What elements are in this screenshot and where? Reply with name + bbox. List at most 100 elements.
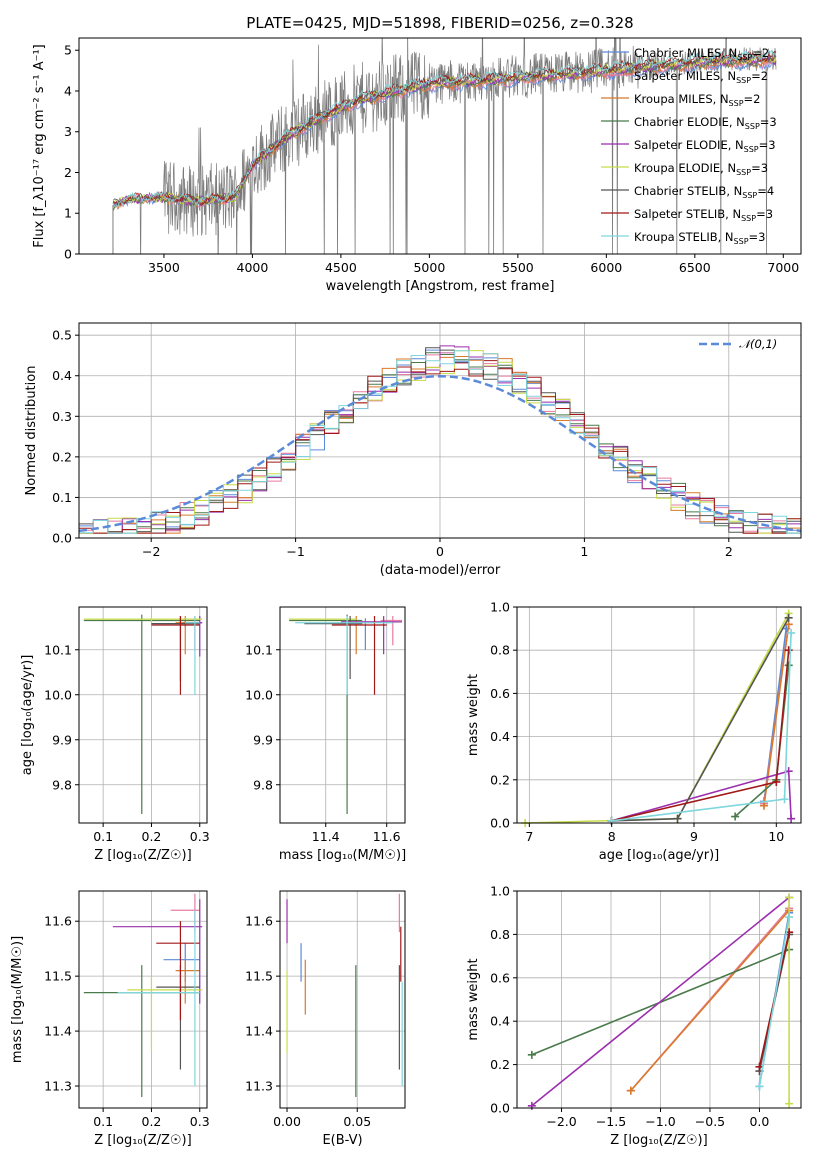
panel-age-vs-Z: 0.1 0.2 0.3 9.8 9.9 10.0 10.1 Z [log₁₀(Z/Z☉)] ag…	[20, 606, 210, 863]
legend-label-sub: SSP	[742, 191, 757, 200]
y-tick-label: 0.3	[52, 409, 72, 424]
series-line-kroupa_stelib	[758, 916, 790, 1087]
y-tick-label: 1.0	[490, 600, 510, 615]
legend-label-sub: SSP	[744, 145, 759, 154]
y-tick-label: 10.0	[245, 687, 273, 702]
plot-area	[527, 893, 794, 1110]
x-tick-label: 0.1	[93, 829, 113, 844]
x-tick-label: 0.3	[190, 1114, 210, 1129]
x-tick-label: 0.2	[142, 829, 162, 844]
axes-frame	[279, 890, 406, 1109]
legend-label: Kroupa STELIB, NSSP=3	[634, 230, 765, 246]
y-tick-label: 11.3	[44, 1079, 72, 1094]
errorbar-kroupa_stelib	[185, 616, 200, 695]
y-tick-label: 0.0	[490, 1101, 510, 1116]
y-tick-label: 0.2	[52, 449, 72, 464]
legend-label-text: Salpeter MILES, N	[634, 69, 736, 83]
legend-label: Chabrier ELODIE, NSSP=3	[634, 115, 777, 131]
errorbar-kroupa_elodie	[83, 616, 203, 623]
legend-label-text: Chabrier STELIB, N	[634, 184, 742, 198]
panel-mass-vs-ebv: 0.00 0.05 11.3 11.4 11.5 11.6 E(B-V)	[245, 890, 406, 1148]
series-marker-salpeter_stelib	[784, 646, 793, 655]
x-tick-label: 10	[768, 829, 784, 844]
legend-label-tail: =3	[749, 230, 766, 244]
y-tick-label: 9.8	[253, 777, 273, 792]
model-spectrum-salpeter_stelib	[113, 50, 777, 206]
series-marker-kroupa_elodie	[785, 893, 794, 902]
legend-label-tail: =2	[744, 92, 761, 106]
series-marker-kroupa_stelib	[780, 795, 789, 804]
errorbar-kroupa_stelib	[295, 616, 393, 695]
errorbar-kroupa_miles	[175, 616, 200, 655]
plot-area	[286, 893, 403, 1098]
figure-title: PLATE=0425, MJD=51898, FIBERID=0256, z=0…	[246, 14, 633, 32]
errorbar-chabrier_stelib	[156, 965, 200, 1070]
legend-label-tail: =3	[756, 207, 773, 221]
legend-label-sub: SSP	[737, 53, 752, 62]
errorbar-salpeter_elodie	[112, 899, 203, 1004]
series-marker-kroupa_elodie	[785, 1099, 794, 1108]
panel-residuals: −2 −1 0 1 2 0.0 0.1 0.2 0.3 0.4 0.5 (data-model)/er…	[24, 322, 802, 578]
legend-label-tail: =4	[757, 184, 774, 198]
y-tick-label: 11.6	[44, 914, 72, 929]
series-line-salpeter_elodie	[531, 896, 790, 1107]
data-spectrum-line	[112, 38, 777, 254]
x-axis-label: mass [log₁₀(M/M☉)]	[279, 848, 406, 863]
x-tick-label: 9	[690, 829, 698, 844]
y-tick-label: 0.4	[52, 368, 72, 383]
legend-label-tail: =2	[751, 69, 768, 83]
axes-frame	[78, 890, 208, 1109]
y-tick-label: 1.0	[490, 884, 510, 899]
legend-label-text: Kroupa ELODIE, N	[634, 161, 736, 175]
model-spectrum-kroupa_stelib	[113, 49, 777, 209]
x-tick-label: 6500	[679, 260, 711, 275]
legend-label-text: Salpeter STELIB, N	[634, 207, 741, 221]
y-tick-label: 0.0	[490, 816, 510, 831]
x-axis-label: Z [log₁₀(Z/Z☉)]	[94, 1133, 191, 1148]
legend-label: Salpeter ELODIE, NSSP=3	[634, 138, 776, 154]
y-tick-label: 9.8	[52, 777, 72, 792]
y-tick-label: 0.0	[52, 531, 72, 546]
axes-frame	[516, 890, 802, 1109]
x-tick-label: −2.0	[546, 1114, 576, 1129]
y-tick-label: 3	[64, 124, 72, 139]
panel-weight-vs-age: 7 8 9 10 0.0 0.2 0.4 0.6 0.8 1.0 age [log₁₀(age/yr…	[466, 600, 802, 863]
legend-label: Kroupa ELODIE, NSSP=3	[634, 161, 768, 177]
y-tick-label: 9.9	[52, 732, 72, 747]
x-tick-label: 11.6	[373, 829, 401, 844]
x-tick-label: 11.4	[312, 829, 340, 844]
legend-label-text: Chabrier ELODIE, N	[634, 115, 745, 129]
legend-label: Salpeter STELIB, NSSP=3	[634, 207, 773, 223]
panel-spectrum: 3500 4000 4500 5000 5500 6000 6500 7000 0 1 2 3 4 5 wa…	[32, 37, 802, 294]
series-line-chabrier_stelib	[611, 617, 790, 822]
legend-label-sub: SSP	[736, 76, 751, 85]
panel-age-vs-mass: 11.4 11.6 9.8 9.9 10.0 10.1 mass [log₁₀(M/M☉)]	[245, 606, 406, 863]
x-tick-label: −1.0	[645, 1114, 675, 1129]
y-tick-label: 0.8	[490, 643, 510, 658]
x-tick-label: 0.00	[273, 1114, 301, 1129]
series-marker-kroupa_miles	[626, 1086, 635, 1095]
histogram-kroupa_elodie	[78, 350, 802, 538]
y-tick-label: 10.1	[245, 642, 273, 657]
y-axis-label: mass weight	[466, 674, 481, 756]
y-tick-label: 0.4	[490, 729, 510, 744]
x-tick-label: 3500	[148, 260, 180, 275]
plot-area	[521, 609, 796, 827]
legend-label-tail: =3	[759, 138, 776, 152]
y-axis-label: mass weight	[466, 958, 481, 1040]
series-line-kroupa_miles	[763, 624, 790, 806]
x-tick-label: 8	[608, 829, 616, 844]
series-marker-salpeter_elodie	[787, 814, 796, 823]
legend-label-text: Salpeter ELODIE, N	[634, 138, 744, 152]
x-tick-label: 4000	[237, 260, 269, 275]
normal-curve	[78, 374, 802, 533]
y-tick-label: 9.9	[253, 732, 273, 747]
axes-frame	[78, 37, 802, 255]
x-tick-label: −1.5	[596, 1114, 626, 1129]
legend-label: Chabrier STELIB, NSSP=4	[634, 184, 774, 200]
y-axis-label: Normed distribution	[24, 366, 39, 496]
legend-label: 𝒩(0,1)	[739, 337, 777, 351]
plot-area	[83, 893, 203, 1098]
y-tick-label: 1	[64, 206, 72, 221]
plot-area	[78, 345, 802, 538]
